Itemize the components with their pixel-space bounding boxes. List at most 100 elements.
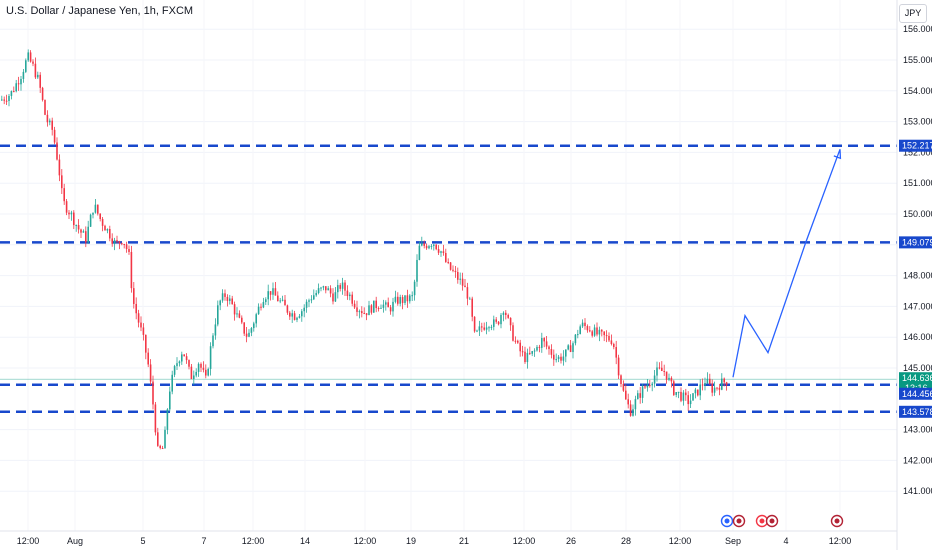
candle-body bbox=[579, 326, 581, 335]
candle-body bbox=[320, 287, 322, 289]
x-tick-label: 12:00 bbox=[242, 536, 265, 546]
y-tick-label: 142.000 bbox=[903, 455, 932, 465]
candle-body bbox=[653, 375, 656, 384]
x-tick-label: 12:00 bbox=[669, 536, 692, 546]
candle-body bbox=[154, 404, 157, 433]
candle-body bbox=[627, 399, 629, 405]
candle-body bbox=[92, 212, 94, 215]
candle-body bbox=[651, 383, 653, 386]
candle-body bbox=[104, 225, 106, 231]
candle-body bbox=[543, 338, 545, 342]
bid-price-tag-text: 144.456 bbox=[902, 389, 932, 399]
candle-body bbox=[137, 313, 140, 323]
candle-body bbox=[113, 240, 116, 244]
candle-body bbox=[692, 393, 694, 401]
candle-body bbox=[308, 300, 310, 302]
y-tick-label: 152.000 bbox=[903, 147, 932, 157]
candle-body bbox=[286, 305, 289, 313]
candle-body bbox=[562, 356, 565, 361]
candle-body bbox=[481, 326, 483, 328]
candle-body bbox=[389, 307, 392, 312]
candle-body bbox=[166, 409, 169, 430]
candle-body bbox=[560, 356, 562, 361]
candle-body bbox=[603, 331, 605, 336]
candle-body bbox=[281, 299, 284, 301]
lightning-icon-dot bbox=[724, 518, 730, 524]
candle-body bbox=[435, 244, 437, 250]
candle-body bbox=[27, 52, 29, 61]
candle-body bbox=[171, 374, 173, 392]
candle-body bbox=[526, 352, 529, 363]
candle-body bbox=[591, 331, 593, 336]
candle-body bbox=[226, 296, 229, 301]
candle-body bbox=[293, 313, 296, 320]
candle-body bbox=[200, 363, 202, 368]
candle-body bbox=[315, 293, 317, 296]
candle-body bbox=[133, 288, 135, 304]
level-tag-4-text: 143.578 bbox=[902, 407, 932, 417]
candle-body bbox=[236, 313, 238, 315]
candle-body bbox=[605, 335, 608, 337]
candle-body bbox=[673, 381, 675, 395]
candle-body bbox=[401, 297, 404, 303]
candle-body bbox=[212, 335, 214, 347]
candle-body bbox=[433, 244, 435, 246]
candle-body bbox=[387, 302, 389, 308]
candle-body bbox=[536, 346, 538, 351]
candle-body bbox=[106, 228, 109, 231]
y-tick-label: 150.000 bbox=[903, 209, 932, 219]
candle-body bbox=[332, 293, 334, 302]
candle-body bbox=[70, 212, 73, 215]
grid bbox=[0, 28, 897, 492]
candle-body bbox=[298, 316, 301, 318]
candles bbox=[1, 49, 728, 450]
candle-body bbox=[725, 382, 728, 386]
x-tick-label: 26 bbox=[566, 536, 576, 546]
x-tick-label: 12:00 bbox=[354, 536, 377, 546]
candle-body bbox=[34, 63, 37, 78]
candle-body bbox=[161, 448, 164, 450]
candle-body bbox=[375, 300, 377, 309]
projection-line bbox=[732, 149, 841, 378]
currency-button[interactable]: JPY bbox=[899, 4, 927, 23]
bid-price-tag bbox=[899, 387, 932, 400]
candle-body bbox=[421, 243, 423, 246]
candle-body bbox=[416, 259, 418, 282]
candle-body bbox=[670, 377, 673, 382]
candle-body bbox=[610, 340, 613, 345]
candle-body bbox=[399, 297, 401, 304]
candle-body bbox=[202, 367, 205, 370]
candle-body bbox=[149, 364, 152, 382]
candle-body bbox=[20, 78, 22, 85]
candle-body bbox=[457, 272, 459, 280]
candle-body bbox=[596, 327, 598, 335]
x-tick-label: 4 bbox=[783, 536, 788, 546]
candle-body bbox=[617, 357, 620, 376]
candle-body bbox=[224, 293, 226, 297]
candle-body bbox=[169, 391, 171, 410]
candle-body bbox=[262, 302, 265, 308]
x-tick-label: 19 bbox=[406, 536, 416, 546]
candle-body bbox=[183, 354, 185, 357]
candle-body bbox=[142, 327, 145, 335]
candle-body bbox=[89, 214, 92, 227]
candle-body bbox=[1, 99, 3, 101]
us-flag-icon-dot bbox=[736, 518, 742, 524]
candle-body bbox=[411, 295, 413, 297]
candle-body bbox=[701, 384, 704, 386]
y-tick-label: 145.000 bbox=[903, 363, 932, 373]
candle-body bbox=[711, 383, 713, 393]
candle-body bbox=[608, 335, 610, 341]
candle-body bbox=[233, 304, 236, 315]
candle-body bbox=[658, 367, 661, 369]
candle-body bbox=[13, 91, 15, 93]
candle-body bbox=[524, 351, 526, 363]
candle-body bbox=[373, 300, 375, 313]
candle-body bbox=[601, 329, 603, 332]
x-tick-label: 5 bbox=[140, 536, 145, 546]
candle-body bbox=[181, 354, 183, 362]
candle-body bbox=[704, 383, 706, 386]
candle-body bbox=[219, 300, 221, 306]
candle-body bbox=[368, 305, 370, 316]
